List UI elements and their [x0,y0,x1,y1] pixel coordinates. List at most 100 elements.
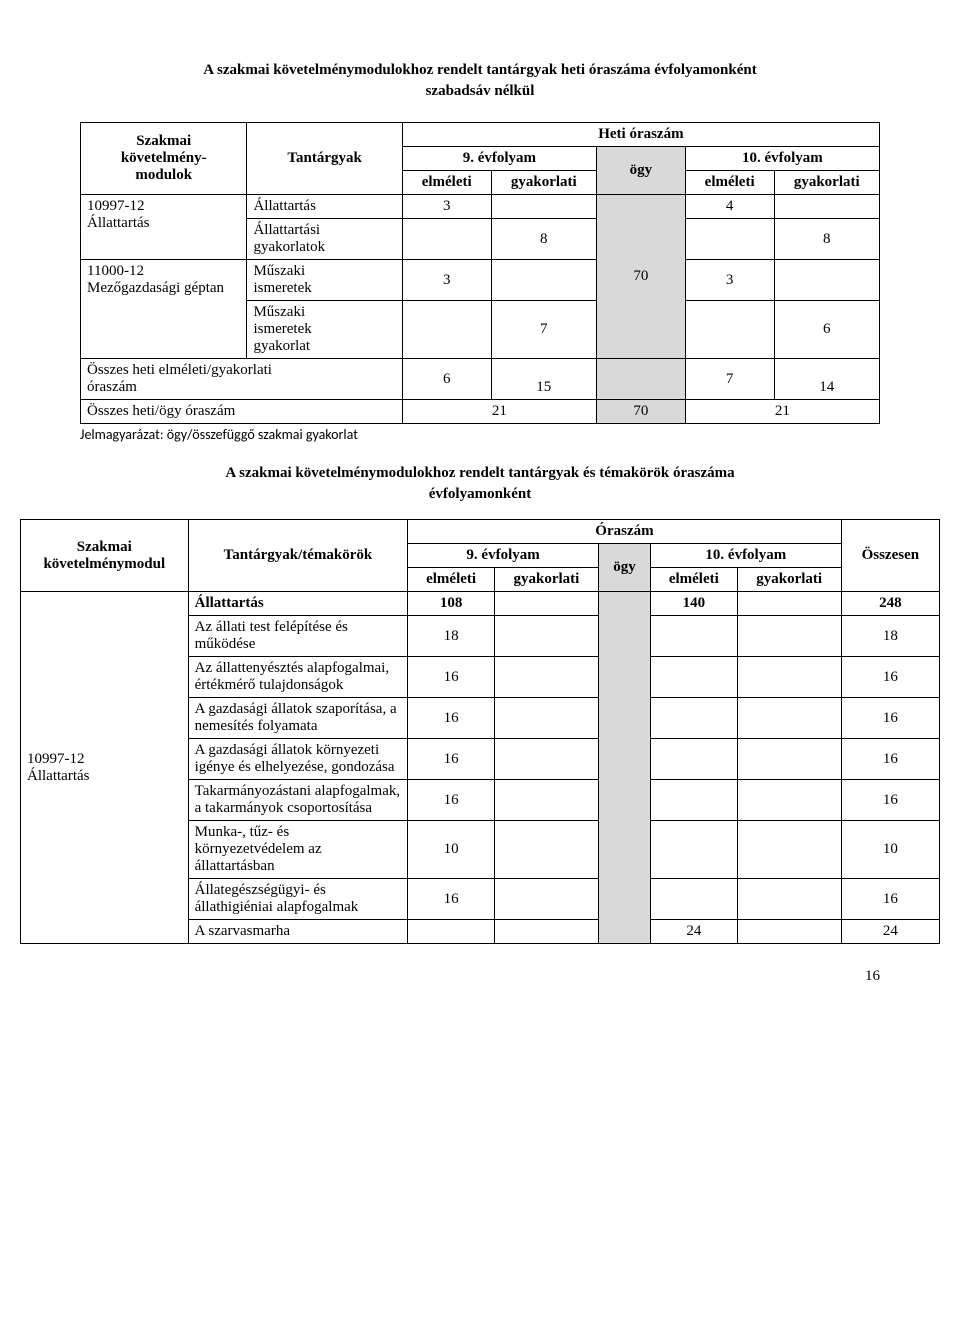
cell-10e [685,301,774,359]
col-9-elmeleti: elméleti [408,568,495,592]
col-szakmai: Szakmai követelmény- modulok [81,123,247,195]
table-row-sum-ogy: Összes heti/ögy óraszám 21 70 21 [81,400,880,424]
cell [737,698,841,739]
cell [650,821,737,879]
col-osszesen: Összesen [841,520,939,592]
cell: 140 [650,592,737,616]
col-szakmai-l1: Szakmai [136,133,191,149]
col-9-evfolyam: 9. évfolyam [408,544,599,568]
subject-cell: Műszaki ismeretek gyakorlat [247,301,402,359]
cell [494,616,598,657]
cell: 16 [841,879,939,920]
cell-10g: 8 [774,219,879,260]
cell: 16 [841,698,939,739]
cell: 248 [841,592,939,616]
cell: 18 [408,616,495,657]
cell-9g [491,260,596,301]
cell: 24 [841,920,939,944]
col-10-gyakorlati: gyakorlati [774,171,879,195]
cell [650,698,737,739]
cell: 16 [408,780,495,821]
cell [494,780,598,821]
topic-cell: Az állati test felépítése és működése [188,616,408,657]
cell [408,920,495,944]
cell-10g: 6 [774,301,879,359]
cell-10e: 4 [685,195,774,219]
module-cell: 10997-12 Állattartás [21,592,189,944]
cell-10e [685,219,774,260]
col-ogy: ögy [598,544,650,592]
cell [737,821,841,879]
cell: 16 [408,739,495,780]
heading-2-line-1: A szakmai követelménymodulokhoz rendelt … [225,465,734,481]
topic-cell: Takarmányozástani alapfogalmak, a takarm… [188,780,408,821]
cell: 16 [841,739,939,780]
heading-1: A szakmai követelménymodulokhoz rendelt … [80,60,880,102]
cell: 16 [408,698,495,739]
cell [737,920,841,944]
module-cell: 10997-12 Állattartás [81,195,247,260]
table-row: 10997-12 Állattartás Állattartás 3 70 4 [81,195,880,219]
cell-9e: 3 [402,260,491,301]
col-10-elmeleti: elméleti [685,171,774,195]
module-cell: 11000-12 Mezőgazdasági géptan [81,260,247,359]
cell-10g: 14 [774,359,879,400]
cell-10: 21 [685,400,879,424]
cell [494,698,598,739]
heading-2-line-2: évfolyamonként [429,486,532,502]
cell [737,879,841,920]
cell [737,780,841,821]
cell: 16 [841,780,939,821]
cell-ogy: 70 [597,195,686,359]
col-szakmai-l1: Szakmai [77,539,132,555]
col-10-elmeleti: elméleti [650,568,737,592]
cell [737,592,841,616]
cell-9g: 8 [491,219,596,260]
cell: 18 [841,616,939,657]
cell [737,657,841,698]
sum-label: Összes heti/ögy óraszám [81,400,403,424]
cell-10e: 7 [685,359,774,400]
cell-ogy [597,359,686,400]
col-szakmai-l3: modulok [135,167,192,183]
cell [494,592,598,616]
col-10-evfolyam: 10. évfolyam [685,147,879,171]
cell [650,780,737,821]
cell [494,920,598,944]
cell-9g: 7 [491,301,596,359]
cell: 16 [408,879,495,920]
col-tantargyak: Tantárgyak [247,123,402,195]
table-row: 10997-12 ÁllattartásÁllattartás108140248 [21,592,940,616]
cell [650,879,737,920]
col-9-gyakorlati: gyakorlati [494,568,598,592]
cell [650,739,737,780]
cell [494,821,598,879]
cell-10e: 3 [685,260,774,301]
cell-10g [774,260,879,301]
col-9-evfolyam: 9. évfolyam [402,147,596,171]
cell [494,739,598,780]
col-szakmai: Szakmai követelménymodul [21,520,189,592]
table-row: 11000-12 Mezőgazdasági géptan Műszaki is… [81,260,880,301]
topic-cell: A gazdasági állatok környezeti igénye és… [188,739,408,780]
page-number: 16 [80,968,880,985]
subject-cell: Állattartási gyakorlatok [247,219,402,260]
cell-10g [774,195,879,219]
cell-9g [491,195,596,219]
table-row-sum: Összes heti elméleti/gyakorlati óraszám … [81,359,880,400]
cell [494,879,598,920]
cell-ogy: 70 [597,400,686,424]
cell: 10 [841,821,939,879]
col-10-gyakorlati: gyakorlati [737,568,841,592]
subject-cell: Műszaki ismeretek [247,260,402,301]
subject-cell: Állattartás [247,195,402,219]
heading-1-line-2: szabadsáv nélkül [426,83,535,99]
topic-cell: A szarvasmarha [188,920,408,944]
cell-9e: 6 [402,359,491,400]
table-note: Jelmagyarázat: ögy/összefüggő szakmai gy… [80,426,880,443]
topic-cell: Állategészségügyi- és állathigiéniai ala… [188,879,408,920]
cell: 108 [408,592,495,616]
topic-cell: Munka-, tűz- és környezetvédelem az álla… [188,821,408,879]
cell [737,616,841,657]
cell [650,657,737,698]
